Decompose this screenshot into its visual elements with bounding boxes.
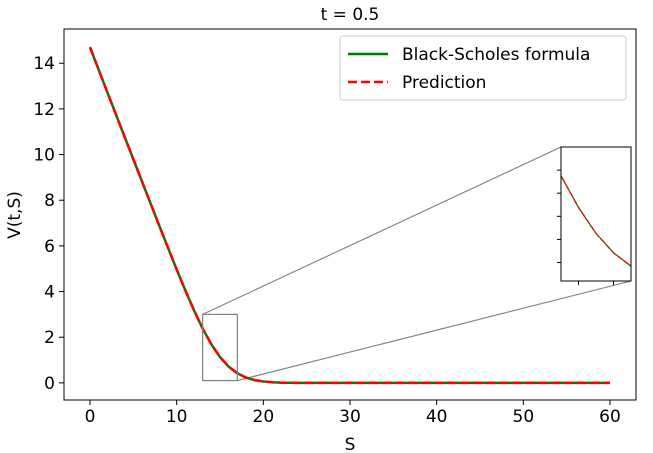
legend-box [339, 35, 627, 101]
inset-series-line-black-scholes-formula [561, 174, 631, 267]
x-axis-ticks: 0 10 20 30 40 50 60 [85, 400, 621, 427]
y-tick-label: 0 [44, 374, 55, 394]
x-tick-label: 30 [339, 407, 361, 427]
x-tick-label: 20 [253, 407, 275, 427]
y-tick-label: 14 [33, 54, 55, 74]
y-axis-ticks: 0 2 4 6 8 10 12 14 [33, 54, 64, 394]
legend: Black-Scholes formula Prediction [339, 35, 627, 101]
x-axis-label: S [345, 435, 356, 453]
main-series-group [88, 46, 610, 385]
y-axis-label: V(t,S) [5, 191, 25, 239]
y-tick-label: 2 [44, 328, 55, 348]
y-tick-label: 4 [44, 283, 55, 303]
inset-axes [557, 146, 632, 285]
y-tick-label: 10 [33, 146, 55, 166]
inset-series-group [561, 174, 631, 267]
inset-background [561, 147, 631, 281]
zoom-connector-bottom [237, 280, 632, 382]
inset-ticks [557, 169, 614, 285]
y-tick-label: 6 [44, 237, 55, 257]
chart-title: t = 0.5 [321, 5, 380, 25]
legend-label-prediction: Prediction [402, 73, 486, 93]
x-tick-label: 60 [599, 407, 621, 427]
zoom-connector-lines [202, 146, 632, 382]
x-tick-label: 0 [85, 407, 96, 427]
legend-label-black-scholes: Black-Scholes formula [402, 45, 590, 65]
x-tick-label: 10 [166, 407, 188, 427]
series-line-prediction [88, 46, 610, 385]
y-tick-label: 8 [44, 191, 55, 211]
zoom-connector-top [202, 146, 562, 315]
x-tick-label: 40 [426, 407, 448, 427]
x-tick-label: 50 [513, 407, 535, 427]
zoom-indicator-box [202, 313, 238, 382]
inset-frame [560, 146, 632, 282]
y-tick-label: 12 [33, 100, 55, 120]
